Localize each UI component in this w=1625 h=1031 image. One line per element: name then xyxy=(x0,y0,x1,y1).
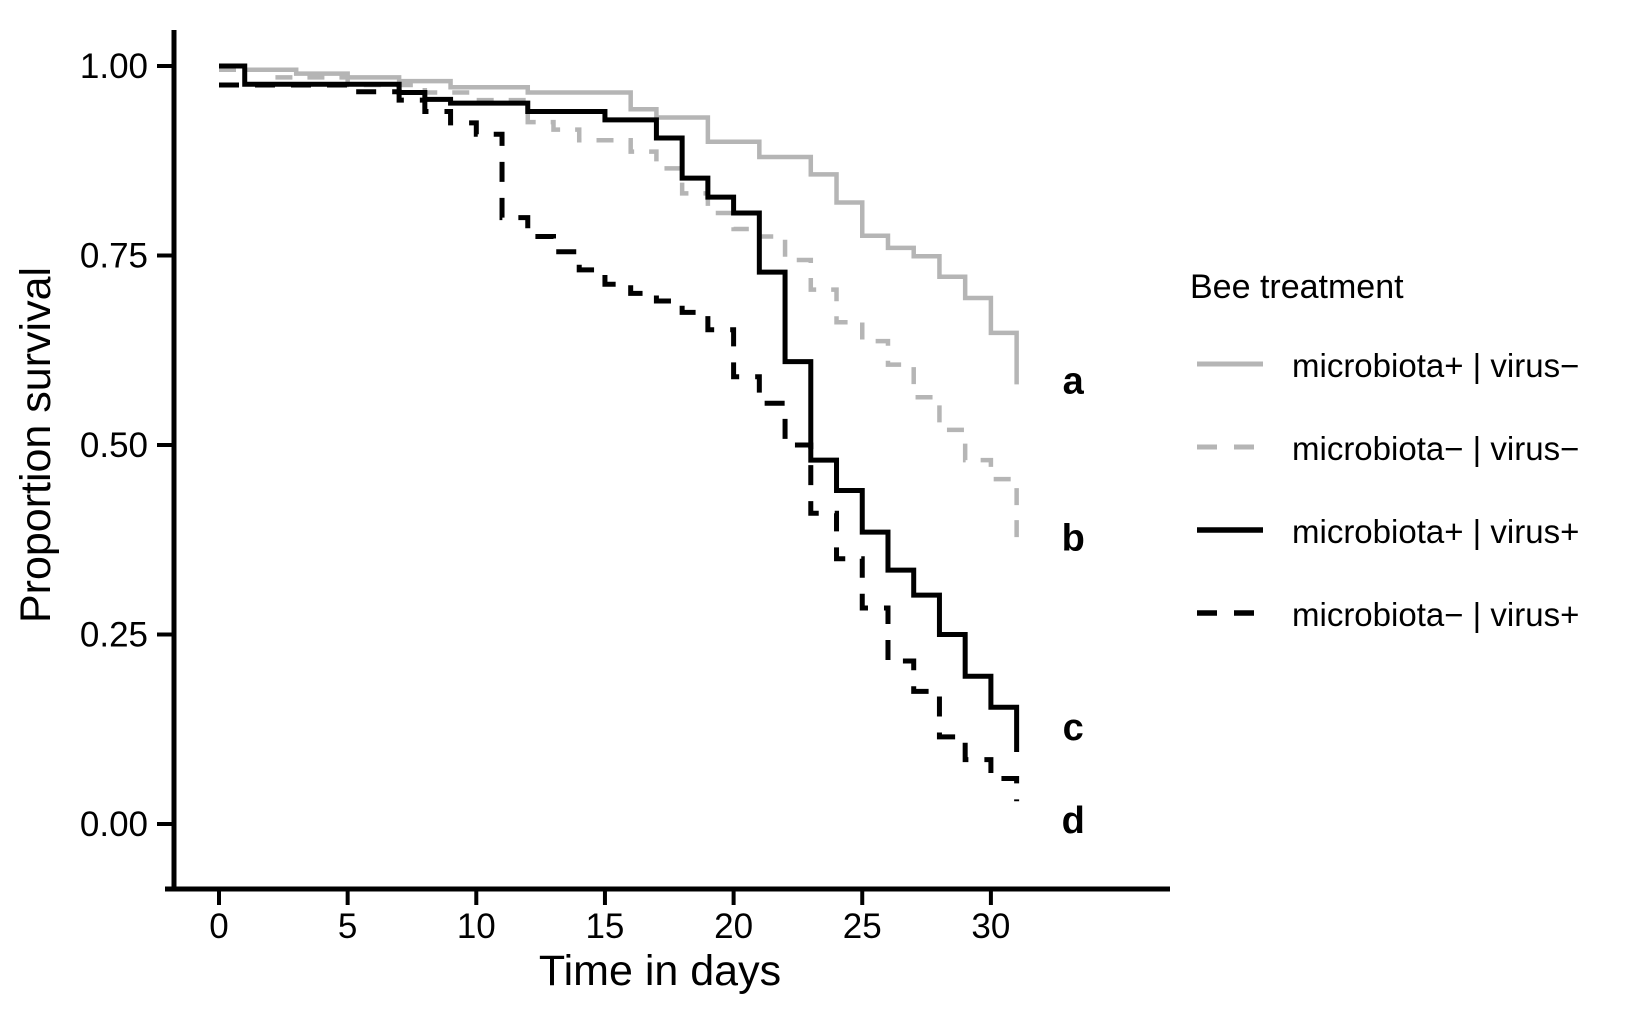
survival-curve-a xyxy=(219,63,1019,385)
legend-item-label: microbiota− | virus− xyxy=(1292,430,1579,467)
y-tick-label: 0.25 xyxy=(80,616,148,655)
legend-title: Bee treatment xyxy=(1190,268,1404,306)
legend-item-label: microbiota− | virus+ xyxy=(1292,596,1579,633)
curve-group-label-b: b xyxy=(1062,517,1085,559)
curve-group-letters: a b c d xyxy=(1062,361,1085,843)
legend: Bee treatment microbiota+ | virus− micro… xyxy=(1190,268,1579,633)
y-tick-label: 0.50 xyxy=(80,426,148,465)
survival-curves xyxy=(219,63,1020,802)
x-tick-label: 10 xyxy=(457,907,496,946)
survival-curve-d xyxy=(219,82,1020,802)
axis-ticks: 0 5 10 15 20 25 30 1.00 0.75 0.50 0.25 0.00 xyxy=(80,47,1010,946)
y-tick-label: 1.00 xyxy=(80,47,148,86)
x-axis-title: Time in days xyxy=(539,947,781,995)
curve-group-label-c: c xyxy=(1063,707,1084,749)
x-tick-label: 30 xyxy=(971,907,1010,946)
y-axis-title: Proportion survival xyxy=(12,267,60,623)
axes: 0 5 10 15 20 25 30 1.00 0.75 0.50 0.25 0.00 xyxy=(80,30,1170,946)
curve-group-label-a: a xyxy=(1063,361,1085,403)
x-tick-label: 5 xyxy=(338,907,357,946)
legend-item-label: microbiota+ | virus+ xyxy=(1292,513,1579,550)
x-tick-label: 25 xyxy=(843,907,882,946)
survival-curve-c xyxy=(219,63,1020,752)
y-tick-label: 0.75 xyxy=(80,237,148,276)
legend-item-label: microbiota+ | virus− xyxy=(1292,347,1579,384)
y-tick-label: 0.00 xyxy=(80,805,148,844)
curve-group-label-d: d xyxy=(1062,800,1085,842)
survival-curve-b xyxy=(219,67,1019,544)
x-tick-label: 15 xyxy=(585,907,624,946)
x-tick-label: 20 xyxy=(714,907,753,946)
x-tick-label: 0 xyxy=(209,907,228,946)
